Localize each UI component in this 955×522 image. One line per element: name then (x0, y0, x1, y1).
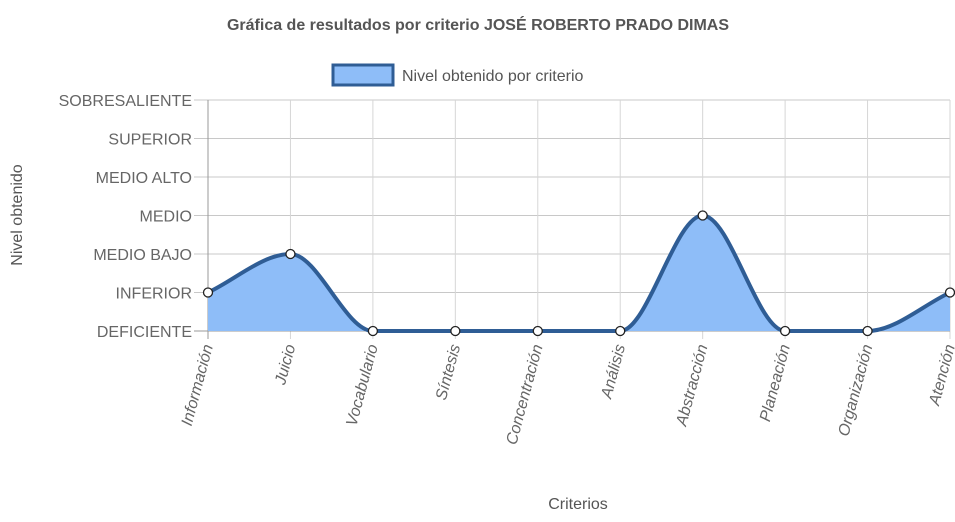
series-area (208, 215, 950, 331)
data-point[interactable] (862, 325, 873, 337)
x-tick-label: Atención (926, 343, 955, 409)
legend-swatch (331, 63, 395, 87)
series-line (207, 213, 951, 334)
legend-label: Nivel obtenido por criterio (402, 68, 584, 85)
chart-title: Gráfica de resultados por criterio JOSÉ … (227, 15, 729, 34)
y-axis-label: Nivel obtenido (9, 164, 26, 266)
x-tick-label: Planeación (757, 343, 794, 424)
y-tick-label: INFERIOR (116, 286, 192, 303)
y-tick-label: MEDIO BAJO (93, 247, 192, 264)
y-tick-label: DEFICIENTE (97, 324, 192, 341)
data-point[interactable] (615, 325, 626, 337)
y-tick-label: MEDIO ALTO (96, 170, 192, 187)
y-tick-label: SOBRESALIENTE (59, 93, 192, 110)
x-axis-ticks: Información Juicio Vocabulario Síntesis Conc… (179, 343, 955, 447)
data-point[interactable] (202, 287, 214, 298)
y-tick-label: SUPERIOR (108, 132, 192, 149)
data-point[interactable] (450, 325, 461, 337)
data-point[interactable] (532, 325, 543, 337)
series-points (202, 210, 955, 337)
data-point[interactable] (944, 287, 955, 298)
data-point[interactable] (779, 325, 791, 337)
data-point[interactable] (697, 210, 708, 221)
x-tick-label: Juicio (272, 343, 299, 388)
x-tick-label: Organización (836, 343, 877, 439)
data-point[interactable] (285, 248, 296, 260)
y-axis-ticks: DEFICIENTE INFERIOR MEDIO BAJO MEDIO MEDIO A… (59, 93, 192, 341)
x-tick-label: Vocabulario (344, 343, 382, 429)
x-axis-label: Criterios (548, 496, 608, 513)
x-tick-label: Abstracción (673, 343, 711, 429)
x-tick-label: Información (179, 343, 217, 428)
y-tick-label: MEDIO (140, 209, 192, 226)
x-tick-label: Síntesis (433, 343, 464, 402)
x-tick-label: Concentración (504, 343, 547, 447)
x-tick-label: Análisis (598, 343, 629, 402)
legend[interactable]: Nivel obtenido por criterio (331, 63, 584, 87)
data-point[interactable] (367, 325, 379, 337)
